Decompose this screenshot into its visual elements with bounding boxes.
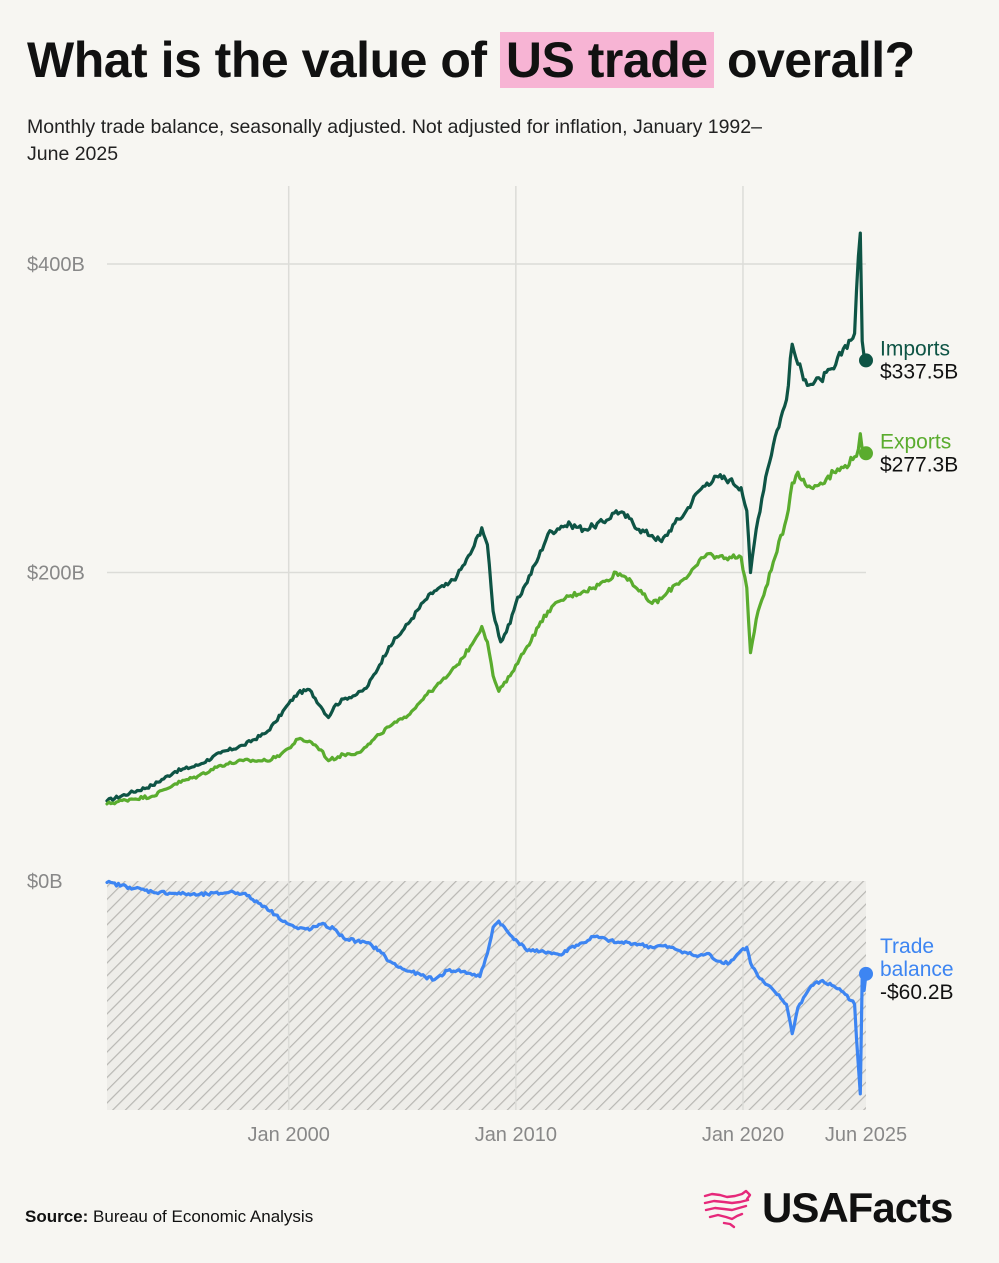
logo-text: USAFacts xyxy=(762,1184,953,1231)
title-highlight: US trade xyxy=(499,32,714,88)
series-name-label: Trade xyxy=(880,935,934,958)
source-note: Source: Bureau of Economic Analysis xyxy=(25,1207,313,1227)
series-value-label: $277.3B xyxy=(880,453,958,476)
chart-labels: $400B $200B $0B Jan 2000 Jan 2010 Jan 2020 Jun… xyxy=(27,254,958,1146)
y-tick-label: $400B xyxy=(27,254,85,276)
usa-map-icon xyxy=(703,1189,752,1229)
x-tick-label: Jun 2025 xyxy=(825,1124,907,1146)
series-value-label: $337.5B xyxy=(880,360,958,383)
series-end-marker xyxy=(859,353,873,368)
x-tick-label: Jan 2000 xyxy=(248,1124,330,1146)
series-line-0 xyxy=(105,231,868,803)
title-prefix: What is the value of xyxy=(27,32,487,88)
source-text: Bureau of Economic Analysis xyxy=(93,1207,314,1226)
x-tick-label: Jan 2010 xyxy=(475,1124,557,1146)
y-tick-label: $0B xyxy=(27,871,63,893)
page-title: What is the value of US trade overall? xyxy=(27,24,915,96)
grid xyxy=(107,186,866,1110)
series-line-2 xyxy=(105,879,868,1096)
series-value-label: -$60.2B xyxy=(880,981,954,1004)
y-tick-label: $200B xyxy=(27,563,85,585)
series-end-marker xyxy=(859,966,873,981)
title-suffix: overall? xyxy=(726,32,915,88)
series-name-label: balance xyxy=(880,958,954,981)
series-name-label: Imports xyxy=(880,337,950,360)
x-tick-label: Jan 2020 xyxy=(702,1124,784,1146)
series-name-label: Exports xyxy=(880,430,951,453)
usafacts-logo: USAFacts xyxy=(702,1184,953,1232)
series-lines xyxy=(105,231,873,1096)
negative-region xyxy=(107,881,866,1110)
chart-subtitle: Monthly trade balance, seasonally adjust… xyxy=(27,116,762,165)
series-line-1 xyxy=(105,432,868,806)
source-label: Source: xyxy=(25,1207,89,1226)
series-end-marker xyxy=(859,446,873,461)
